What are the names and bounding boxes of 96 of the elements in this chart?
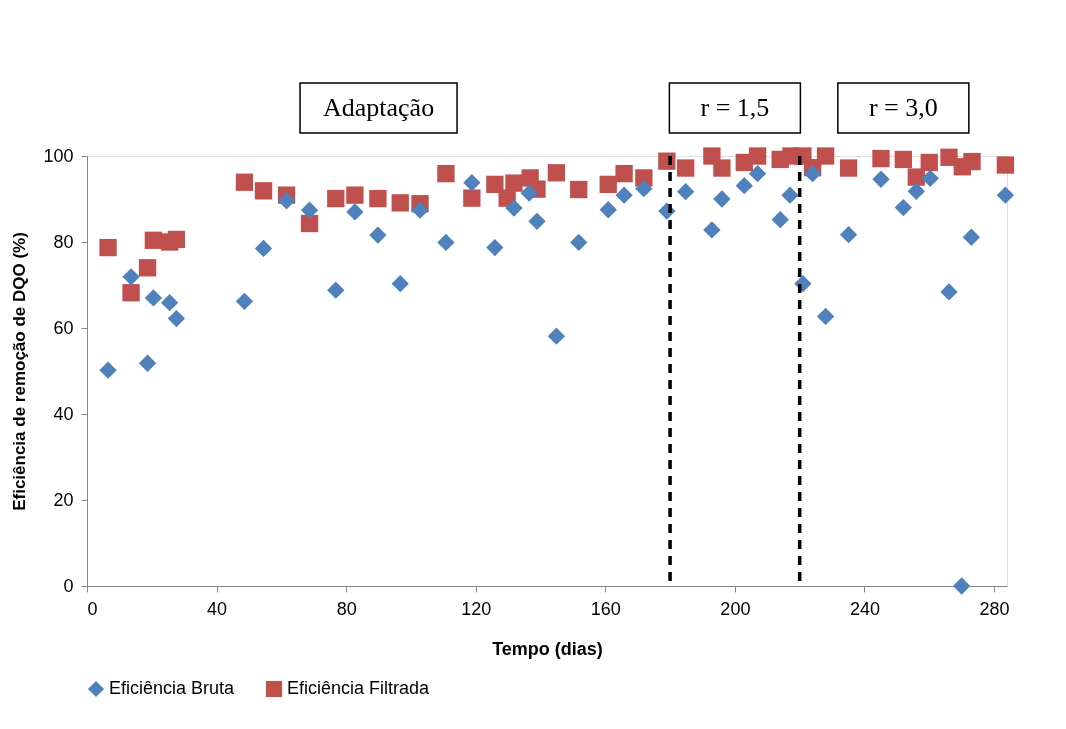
text: r = 1,5 — [700, 93, 770, 122]
point — [599, 201, 617, 219]
point — [122, 268, 140, 286]
point — [411, 201, 429, 219]
point — [547, 327, 566, 345]
x-tick-label: 80 — [336, 598, 357, 619]
point — [676, 183, 695, 201]
point — [327, 281, 345, 299]
point — [369, 226, 387, 244]
point — [235, 292, 254, 310]
text: r = 3,0 — [868, 93, 938, 122]
point — [962, 228, 981, 246]
x-tick-label: 200 — [720, 598, 751, 619]
x-axis-title: Tempo (dias) — [492, 638, 603, 659]
point — [570, 180, 588, 199]
point — [391, 194, 409, 212]
point — [437, 233, 455, 252]
point — [369, 189, 387, 208]
point — [505, 174, 523, 192]
text: Adaptação — [322, 93, 435, 122]
y-tick-label: 20 — [53, 489, 74, 510]
point — [235, 173, 254, 191]
point — [167, 230, 186, 249]
point — [391, 275, 409, 293]
point — [300, 214, 319, 233]
point — [635, 180, 653, 198]
point — [839, 159, 858, 177]
point — [138, 354, 157, 372]
x-tick-label: 160 — [590, 598, 621, 619]
point — [940, 283, 958, 301]
point — [486, 238, 504, 257]
point — [940, 148, 958, 166]
point — [615, 186, 633, 204]
point — [520, 184, 538, 202]
point — [921, 169, 939, 188]
point — [122, 284, 140, 302]
point — [99, 238, 117, 257]
point — [872, 170, 890, 188]
point — [816, 307, 835, 326]
legend-label: Eficiência Bruta — [109, 678, 236, 698]
x-tick-label: 0 — [87, 598, 98, 619]
point — [996, 156, 1015, 174]
point — [996, 186, 1015, 204]
point — [894, 198, 912, 217]
y-tick-label: 40 — [53, 403, 74, 424]
point — [570, 233, 588, 252]
point — [327, 189, 345, 208]
point — [437, 164, 455, 183]
point — [486, 175, 504, 194]
y-tick-label: 80 — [53, 231, 74, 252]
point — [300, 201, 319, 219]
point — [138, 259, 157, 277]
point — [160, 293, 179, 312]
point — [254, 182, 273, 200]
point — [816, 147, 835, 165]
point — [463, 174, 481, 192]
point — [713, 159, 731, 177]
x-tick-label: 240 — [849, 598, 880, 619]
point — [144, 289, 163, 307]
legend-label: Eficiência Filtrada — [287, 678, 431, 698]
point — [615, 164, 633, 183]
point — [505, 199, 523, 217]
point — [748, 164, 767, 183]
point — [528, 212, 546, 231]
point — [781, 186, 799, 204]
x-tick-label: 120 — [461, 598, 492, 619]
point — [713, 190, 731, 208]
point — [839, 226, 858, 244]
point — [703, 221, 721, 239]
point — [872, 149, 890, 168]
y-tick-label: 0 — [63, 575, 74, 596]
point — [346, 186, 364, 204]
point — [99, 361, 117, 379]
point — [735, 177, 753, 195]
point — [748, 147, 767, 165]
point — [920, 153, 938, 172]
y-axis-title: Eficiência de remoção de DQO (%) — [10, 232, 30, 511]
point — [952, 577, 971, 595]
point — [771, 210, 789, 229]
point — [167, 309, 186, 328]
point — [676, 159, 695, 177]
x-tick-label: 40 — [207, 598, 228, 619]
point — [463, 189, 481, 207]
x-tick-label: 280 — [979, 598, 1010, 619]
point — [907, 182, 925, 200]
point — [277, 192, 296, 210]
y-tick-label: 100 — [43, 145, 74, 166]
point — [547, 164, 566, 182]
point — [963, 152, 981, 171]
y-tick-label: 60 — [53, 317, 74, 338]
point — [254, 239, 273, 258]
point — [803, 164, 822, 183]
point — [894, 150, 912, 169]
point — [599, 175, 617, 194]
point — [346, 203, 364, 221]
point — [144, 231, 163, 249]
